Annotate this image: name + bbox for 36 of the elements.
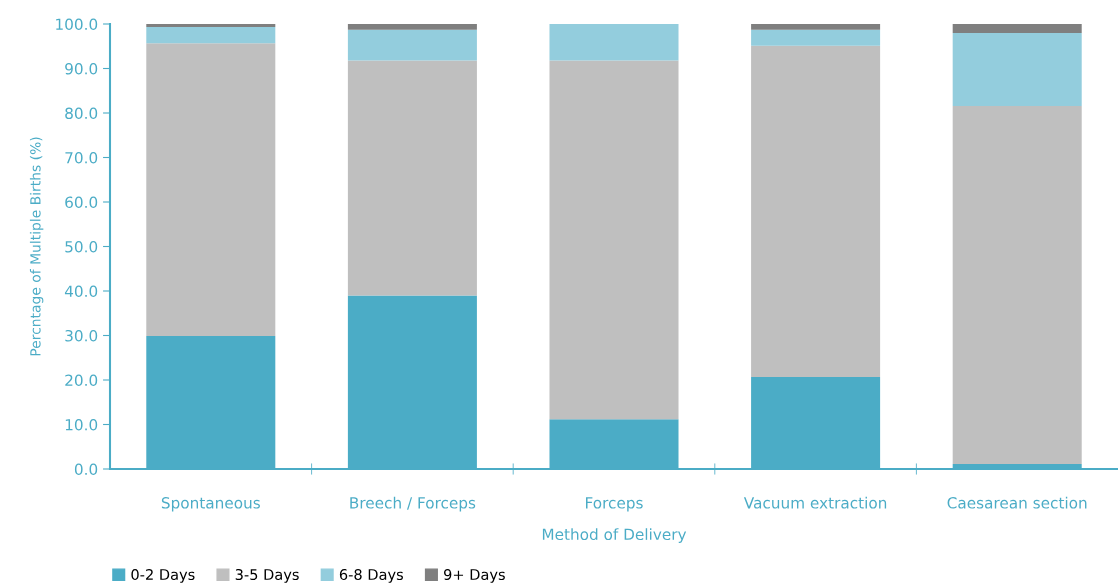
y-tick-label: 60.0 [65, 196, 98, 209]
x-tick-label: Breech / Forceps [350, 496, 476, 512]
bar [549, 60, 679, 420]
bar [751, 24, 881, 30]
y-tick-label: 50.0 [65, 240, 98, 253]
bar [549, 24, 679, 61]
y-tick-label: 90.0 [65, 62, 98, 75]
y-tick-label: 10.0 [65, 418, 98, 431]
y-tick-label: 100.0 [56, 18, 98, 31]
legend-label: 6-8 Days [339, 569, 403, 583]
x-tick-label: Vacuum extraction [743, 496, 887, 509]
y-axis-title: Percntage of Multiple Births (%) [29, 137, 44, 356]
bar [751, 29, 881, 46]
y-tick-label: 0.0 [74, 463, 98, 476]
bar [146, 24, 276, 28]
legend-label: 0-2 Days [131, 569, 195, 583]
y-tick-label: 70.0 [65, 151, 98, 164]
legend-label: 3-5 Days [235, 569, 299, 583]
legend-label: 9+ Days [444, 569, 505, 583]
bar [751, 45, 881, 377]
x-axis-title: Method of Delivery [542, 528, 687, 544]
bar [347, 24, 477, 30]
bar [952, 105, 1082, 465]
bar [347, 60, 477, 296]
bar [952, 32, 1082, 106]
x-tick-label: Forceps [586, 497, 643, 512]
bar [952, 24, 1082, 33]
y-tick-label: 80.0 [65, 107, 98, 120]
x-tick-label: Spontaneous [161, 497, 260, 512]
bar [347, 29, 477, 61]
x-tick-label: Caesarean section [947, 496, 1087, 509]
bar [146, 43, 276, 336]
bar [146, 27, 276, 44]
y-tick-label: 40.0 [64, 285, 98, 298]
y-tick-label: 20.0 [65, 374, 98, 387]
y-tick-label: 30.0 [65, 329, 98, 342]
